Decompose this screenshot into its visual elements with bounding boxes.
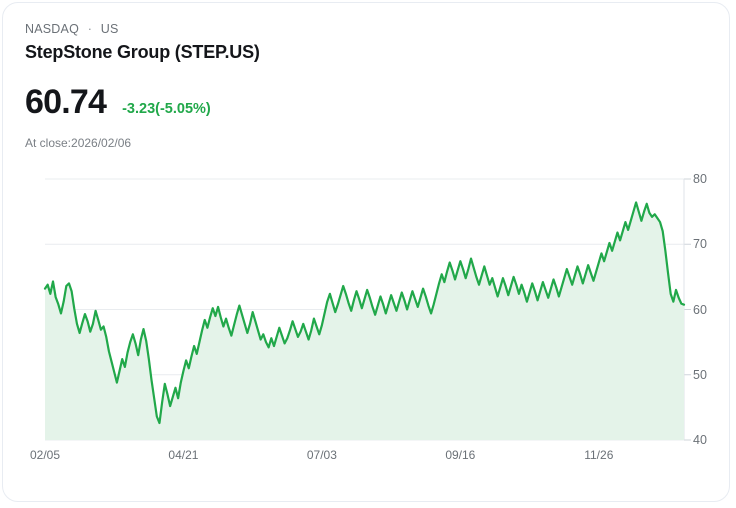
x-axis-label: 07/03 [306, 448, 337, 462]
price-row: 60.74 -3.23(-5.05%) [25, 83, 625, 121]
x-axis-labels: 02/05 04/21 07/03 09/16 11/26 [3, 447, 729, 467]
chart-line [43, 201, 686, 425]
x-axis-label: 09/16 [445, 448, 476, 462]
chart-canvas [43, 178, 691, 441]
page-title: StepStone Group (STEP.US) [25, 42, 260, 62]
stock-quote-card: NASDAQ · US StepStone Group (STEP.US) 60… [2, 2, 730, 502]
y-axis-label: 70 [693, 237, 707, 252]
exchange-label: NASDAQ [25, 22, 79, 36]
x-axis-label: 02/05 [29, 448, 61, 462]
chart-area-fill [45, 202, 684, 440]
at-close-timestamp: At close:2026/02/06 [25, 136, 132, 150]
price-chart[interactable]: 40 50 60 70 80 [3, 163, 729, 463]
y-axis-label: 80 [693, 172, 707, 186]
price-change: -3.23(-5.05%) [122, 101, 211, 117]
x-axis-label: 11/26 [584, 448, 614, 462]
x-axis-label: 04/21 [168, 448, 199, 462]
y-axis-label: 50 [693, 367, 707, 382]
exchange-region-row: NASDAQ · US [25, 21, 625, 37]
y-axis-labels: 40 50 60 70 80 [693, 163, 729, 463]
quote-header: NASDAQ · US StepStone Group (STEP.US) 60… [25, 21, 625, 151]
separator-dot: · [87, 22, 93, 36]
region-label: US [100, 22, 119, 36]
y-axis-label: 40 [693, 433, 707, 447]
current-price: 60.74 [25, 83, 107, 121]
y-axis-label: 60 [693, 302, 707, 317]
